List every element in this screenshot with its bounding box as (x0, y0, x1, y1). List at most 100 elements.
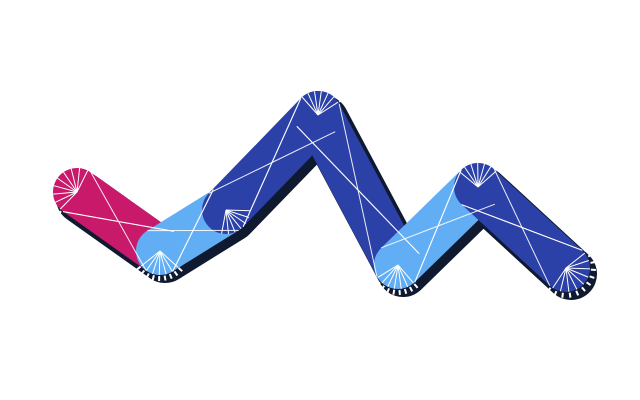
mesh-line (172, 230, 194, 272)
fan-line (377, 264, 399, 279)
right-cap-tick (583, 246, 589, 252)
mesh-line (521, 227, 583, 251)
fan-line (565, 267, 589, 278)
fan-line (145, 250, 161, 271)
left-cap-tick (60, 165, 65, 172)
fan-line (565, 252, 586, 269)
fan-line (464, 166, 479, 188)
fan-line (158, 250, 161, 276)
fan-line (57, 177, 78, 193)
fan-line (159, 250, 179, 268)
mesh-line (118, 221, 174, 232)
bend-tick (302, 88, 307, 94)
fan-line (397, 264, 409, 288)
mesh-line (461, 204, 523, 228)
fan-line (301, 96, 319, 116)
end-cap-dash-layer (47, 85, 596, 298)
left-cap-tick (67, 162, 72, 169)
right-cap-tick (581, 286, 586, 292)
fan-line (565, 267, 591, 270)
fan-line (477, 166, 492, 188)
mesh-line (338, 103, 359, 191)
fan-line (76, 170, 89, 193)
bend-tick (403, 288, 408, 295)
fan-line (140, 250, 161, 267)
bend-tick (297, 91, 303, 97)
bend-tick (151, 274, 155, 281)
left-cap-tick (47, 184, 53, 188)
bend-tick (371, 277, 378, 282)
fan-line (459, 171, 479, 188)
mesh-line (192, 189, 214, 231)
mesh-line (414, 225, 439, 283)
bend-tick (173, 270, 179, 277)
fan-line (59, 191, 78, 210)
right-cap-tick (561, 292, 564, 298)
fan-line (152, 250, 161, 274)
fan-line (387, 264, 399, 287)
fan-line (225, 209, 229, 234)
mesh-line (357, 189, 378, 277)
fan-line (159, 250, 173, 272)
mesh-line (208, 162, 273, 194)
bend-tick (168, 273, 173, 279)
fan-line (565, 267, 578, 290)
mesh-line (118, 221, 147, 271)
fan-line (397, 264, 414, 284)
fan-line (53, 191, 78, 195)
fan-line (317, 92, 329, 116)
left-cap-tick (82, 162, 86, 169)
fan-line (225, 209, 236, 233)
left-cap-tick (57, 210, 62, 216)
right-cap-tick (587, 253, 594, 258)
bend-tick (334, 93, 341, 99)
fan-line (70, 168, 78, 193)
bend-tick (487, 159, 492, 165)
bend-tick (308, 86, 312, 92)
bend-tick (491, 162, 497, 168)
mesh-line (493, 169, 523, 228)
bend-tick (135, 265, 142, 271)
fan-line (307, 92, 319, 116)
bend-tick (177, 267, 183, 272)
fan-line (225, 209, 242, 230)
bend-tick (325, 86, 330, 92)
mesh-line (242, 162, 273, 227)
fan-line (559, 267, 567, 292)
fan-line (477, 163, 485, 188)
fan-line (381, 264, 399, 284)
bend-tick (386, 287, 390, 294)
mesh-line (296, 125, 359, 191)
mesh-lines-layer (53, 91, 591, 292)
right-cap-tick (568, 292, 572, 298)
bend-tick (470, 157, 474, 163)
fan-line (63, 171, 78, 193)
right-cap-tick (585, 281, 592, 286)
bend-tick (413, 283, 419, 289)
bend-tick (496, 166, 502, 172)
fan-line (225, 209, 251, 212)
mesh-line (271, 131, 336, 163)
mesh-line (437, 203, 495, 227)
left-cap-tick (48, 199, 54, 203)
fan-line (55, 191, 78, 203)
right-cap-tick (589, 275, 595, 279)
fan-line (314, 91, 319, 116)
bend-tick (464, 159, 469, 165)
fan-line (552, 267, 567, 289)
fan-line (317, 101, 339, 116)
mesh-line (63, 211, 119, 222)
fan-line (565, 267, 585, 285)
bend-tick (163, 275, 167, 281)
left-cap-tick (49, 177, 56, 182)
mesh-line (90, 172, 119, 222)
fan-line (477, 170, 497, 188)
left-cap-tick (51, 205, 57, 210)
bend-tick (482, 157, 485, 163)
fan-line (317, 91, 322, 116)
fan-line (221, 209, 227, 234)
fan-line (225, 209, 249, 218)
bend-tick (454, 167, 460, 172)
